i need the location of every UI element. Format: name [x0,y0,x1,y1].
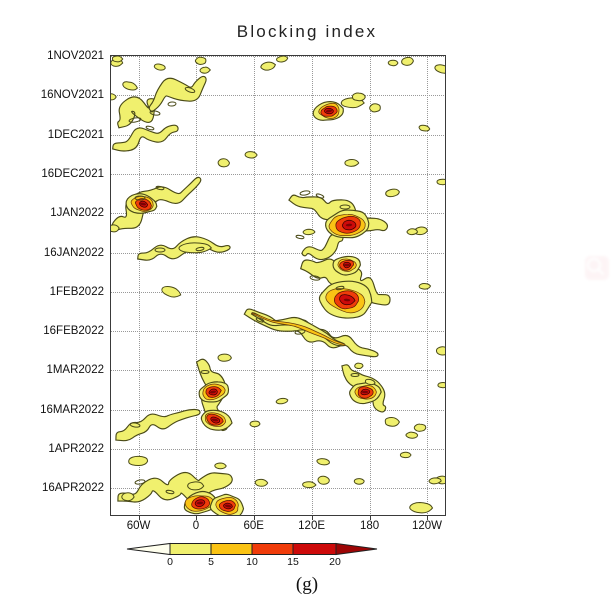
svg-text:5: 5 [208,556,214,568]
svg-text:15: 15 [287,556,299,568]
svg-text:0: 0 [167,556,173,568]
svg-text:10: 10 [246,556,258,568]
svg-text:20: 20 [329,556,341,568]
